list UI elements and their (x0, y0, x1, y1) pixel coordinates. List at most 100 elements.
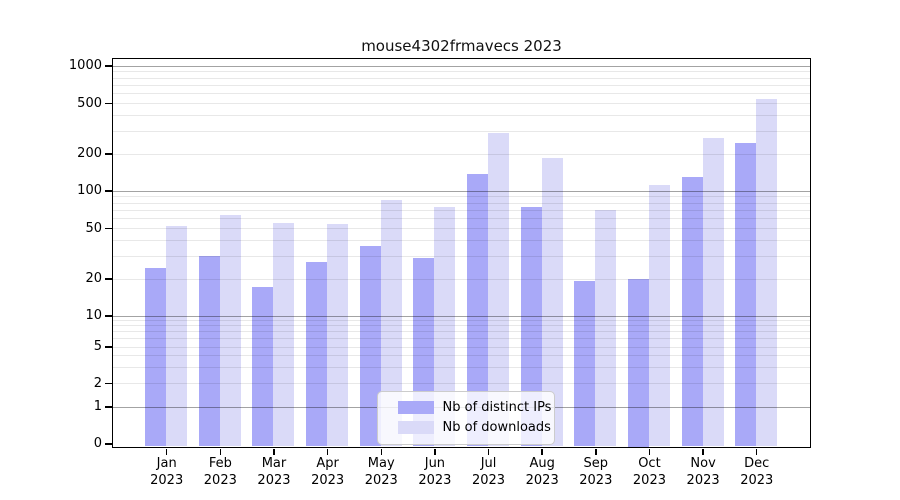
gridline-300 (112, 131, 810, 133)
bar-may-nb-of-downloads (380, 199, 402, 447)
x-tick-year-apr: 2023 (311, 473, 345, 488)
bar-mar-nb-of-distinct-ips (252, 287, 274, 447)
x-tick-label-jan: Jan 2023 (135, 455, 199, 489)
x-tick-month-sep: Sep (583, 456, 609, 471)
bar-apr-nb-of-distinct-ips (306, 261, 328, 447)
gridlines-layer (112, 59, 810, 447)
gridline-90 (112, 196, 810, 198)
legend-label-distinct-ips: Nb of distinct IPs (442, 400, 552, 415)
gridline-700 (112, 84, 810, 86)
gridline-5 (112, 346, 810, 348)
x-tick-year-dec: 2023 (740, 473, 774, 488)
legend-label-downloads: Nb of downloads (442, 420, 551, 435)
y-tick-label-2: 2 (93, 375, 102, 391)
y-tick-mark-5 (105, 346, 112, 348)
x-tick-month-oct: Oct (638, 456, 661, 471)
x-tick-year-mar: 2023 (257, 473, 291, 488)
bar-apr-nb-of-downloads (327, 223, 349, 447)
gridline-60 (112, 218, 810, 220)
y-tick-mark-200 (105, 153, 112, 155)
bar-may-nb-of-distinct-ips (359, 246, 381, 447)
legend-item-downloads: Nb of downloads (397, 418, 551, 438)
legend-swatch-distinct-ips (397, 401, 434, 414)
bar-nov-nb-of-distinct-ips (681, 177, 703, 447)
y-tick-label-50: 50 (85, 220, 102, 236)
gridline-100 (112, 190, 810, 192)
gridline-800 (112, 77, 810, 79)
x-tick-label-sep: Sep 2023 (564, 455, 628, 489)
x-tick-month-aug: Aug (529, 456, 555, 471)
gridline-7 (112, 331, 810, 333)
x-tick-year-jan: 2023 (150, 473, 184, 488)
bar-dec-nb-of-distinct-ips (735, 143, 757, 447)
x-tick-month-jul: Jul (480, 456, 497, 471)
y-tick-mark-500 (105, 102, 112, 105)
gridline-400 (112, 115, 810, 117)
plot-area: Nb of distinct IPs Nb of downloads (111, 57, 811, 448)
gridline-4 (112, 355, 810, 357)
legend-item-distinct-ips: Nb of distinct IPs (397, 398, 551, 418)
x-tick-month-may: May (367, 456, 395, 471)
bars-layer (113, 59, 810, 447)
gridline-80 (112, 202, 810, 204)
x-tick-year-sep: 2023 (579, 473, 613, 488)
x-tick-year-may: 2023 (364, 473, 398, 488)
gridline-200 (112, 153, 810, 155)
bar-dec-nb-of-downloads (756, 99, 778, 447)
x-tick-mark-jul (487, 448, 490, 455)
x-tick-mark-jun (434, 448, 436, 455)
gridline-1000 (112, 65, 810, 67)
bar-jun-nb-of-downloads (434, 206, 456, 447)
y-tick-mark-20 (105, 278, 112, 280)
x-tick-mark-sep (595, 448, 597, 455)
gridline-10 (112, 315, 810, 317)
y-tick-label-1000: 1000 (68, 58, 102, 73)
y-tick-mark-50 (105, 227, 112, 230)
gridline-500 (112, 103, 810, 104)
x-tick-month-mar: Mar (261, 456, 287, 471)
y-tick-mark-10 (105, 315, 112, 317)
x-tick-year-feb: 2023 (203, 473, 237, 488)
x-tick-month-feb: Feb (208, 456, 232, 471)
x-tick-mark-aug (541, 448, 543, 455)
bar-feb-nb-of-distinct-ips (198, 256, 220, 447)
y-tick-label-0: 0 (93, 436, 102, 451)
gridline-20 (112, 278, 810, 280)
bar-jan-nb-of-distinct-ips (145, 268, 167, 447)
gridline-70 (112, 209, 810, 211)
x-tick-mark-may (380, 448, 382, 455)
x-tick-mark-jan (165, 448, 168, 455)
y-tick-mark-0 (105, 443, 112, 445)
y-tick-mark-1000 (105, 65, 112, 67)
x-tick-mark-dec (755, 448, 758, 455)
bar-aug-nb-of-downloads (541, 157, 563, 447)
x-tick-label-oct: Oct 2023 (617, 455, 681, 489)
x-tick-label-may: May 2023 (349, 455, 413, 489)
x-tick-year-jun: 2023 (418, 473, 452, 488)
x-tick-month-dec: Dec (744, 456, 770, 471)
y-tick-label-10: 10 (85, 308, 102, 323)
x-tick-mark-nov (702, 448, 704, 455)
y-tick-label-20: 20 (85, 271, 102, 286)
gridline-9 (112, 320, 810, 322)
bar-sep-nb-of-downloads (595, 209, 617, 447)
gridline-50 (112, 228, 810, 229)
x-tick-mark-mar (273, 448, 275, 455)
bar-nov-nb-of-downloads (702, 137, 724, 447)
gridline-6 (112, 338, 810, 340)
y-tick-label-100: 100 (77, 183, 102, 198)
bar-oct-nb-of-downloads (648, 185, 670, 447)
x-tick-label-aug: Aug 2023 (510, 455, 574, 489)
x-tick-label-nov: Nov 2023 (671, 455, 735, 489)
bar-aug-nb-of-distinct-ips (520, 206, 542, 447)
x-tick-mark-feb (219, 448, 222, 455)
gridline-900 (112, 71, 810, 73)
x-tick-label-jun: Jun 2023 (403, 455, 467, 489)
x-tick-mark-oct (648, 448, 651, 455)
bar-jul-nb-of-distinct-ips (467, 173, 489, 447)
gridline-40 (112, 240, 810, 242)
y-tick-label-500: 500 (77, 95, 102, 111)
gridline-3 (112, 366, 810, 368)
y-tick-mark-2 (105, 382, 112, 385)
